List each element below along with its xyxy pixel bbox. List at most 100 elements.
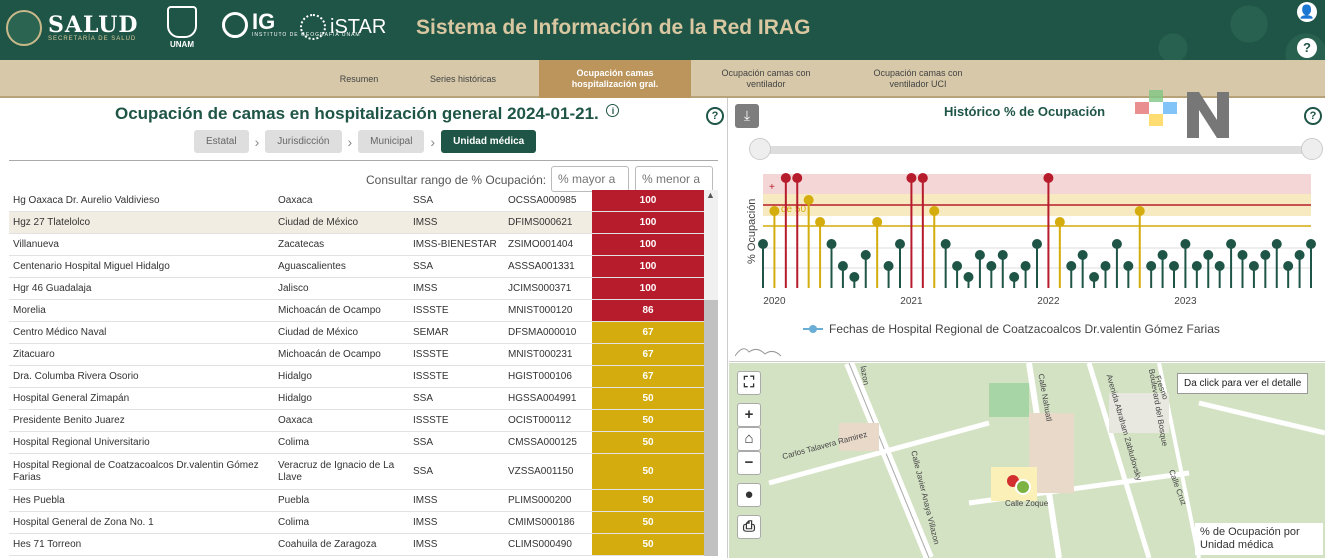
print-icon[interactable]: ⎙: [737, 515, 761, 539]
tab-series-historicas[interactable]: Series históricas: [429, 73, 497, 84]
cell-hospital-name: Hes 71 Torreon: [13, 538, 82, 550]
chart-point[interactable]: [974, 250, 985, 260]
chart-point[interactable]: [1066, 261, 1077, 271]
chart-point[interactable]: [792, 173, 803, 183]
chart-point[interactable]: [769, 206, 780, 216]
chart-point[interactable]: [780, 173, 791, 183]
chart-point[interactable]: [837, 261, 848, 271]
chart-point[interactable]: [758, 239, 768, 249]
chart-point[interactable]: [997, 250, 1008, 260]
unam-logo[interactable]: UNAM: [166, 6, 198, 49]
scroll-up-icon[interactable]: ▲: [706, 190, 715, 200]
table-row[interactable]: Hes 71 Torreon Coahuila de Zaragoza IMSS CL…: [9, 534, 704, 556]
table-row[interactable]: Dra. Columba Rivera Osorio Hidalgo ISSSTE H…: [9, 366, 704, 388]
chart-point[interactable]: [1203, 250, 1214, 260]
locate-icon[interactable]: ●: [737, 483, 761, 507]
chart-point[interactable]: [1237, 250, 1248, 260]
chart-point[interactable]: [1089, 272, 1100, 282]
help-icon[interactable]: ?: [706, 107, 724, 125]
slider-handle-start[interactable]: [749, 138, 771, 160]
breadcrumb-unidad-medica[interactable]: Unidad médica: [441, 130, 537, 153]
table-row[interactable]: Villanueva Zacatecas IMSS-BIENESTAR ZSIMO00…: [9, 234, 704, 256]
zoom-in-icon[interactable]: +: [737, 403, 761, 427]
tab-ocupacion-hospitalizacion[interactable]: Ocupación camas hospitalización gral.: [539, 60, 691, 98]
chart-point[interactable]: [963, 272, 974, 282]
map-view[interactable]: Carlos Talavera Ramirez Calle Javier Ana…: [729, 363, 1325, 558]
table-row[interactable]: Hg Oaxaca Dr. Aurelio Valdivieso Oaxaca SS…: [9, 190, 704, 212]
tab-ocupacion-ventilador[interactable]: Ocupación camas con ventilador: [721, 68, 811, 89]
chart-point[interactable]: [826, 239, 837, 249]
chart-point[interactable]: [1009, 272, 1020, 282]
table-row[interactable]: Centro Médico Naval Ciudad de México SEMAR…: [9, 322, 704, 344]
breadcrumb-estatal[interactable]: Estatal: [194, 130, 249, 153]
table-row[interactable]: Hospital Regional Universitario Colima SSA…: [9, 432, 704, 454]
chart-point[interactable]: [1077, 250, 1088, 260]
slider-handle-end[interactable]: [1301, 138, 1323, 160]
chart-point[interactable]: [1191, 261, 1202, 271]
table-row[interactable]: Hgr 46 Guadalaja Jalisco IMSS JCIMS000371 10…: [9, 278, 704, 300]
info-icon[interactable]: i: [606, 104, 620, 117]
home-icon[interactable]: ⌂: [737, 427, 761, 451]
chart-point[interactable]: [883, 261, 894, 271]
chart-point[interactable]: [1111, 239, 1122, 249]
chart-point[interactable]: [1214, 261, 1225, 271]
zoom-out-icon[interactable]: −: [737, 451, 761, 475]
istar-logo[interactable]: iSTAR: [300, 14, 386, 40]
breadcrumb-municipal[interactable]: Municipal: [358, 130, 425, 153]
range-min-input[interactable]: [551, 166, 629, 192]
table-row[interactable]: Centenario Hospital Miguel Hidalgo Aguasc…: [9, 256, 704, 278]
chart-point[interactable]: [906, 173, 917, 183]
chart-point[interactable]: [917, 173, 928, 183]
tab-ocupacion-ventilador-uci[interactable]: Ocupación camas con ventilador UCI: [873, 68, 963, 89]
chart-point[interactable]: [860, 250, 871, 260]
chart-point[interactable]: [1020, 261, 1031, 271]
question-circle-icon[interactable]: ?: [1297, 38, 1317, 58]
breadcrumb-jurisdiccion[interactable]: Jurisdicción: [265, 130, 342, 153]
table-scrollbar[interactable]: ▲: [704, 190, 718, 556]
chart-point[interactable]: [940, 239, 951, 249]
chart-point[interactable]: [1260, 250, 1271, 260]
tab-resumen[interactable]: Resumen: [339, 73, 379, 84]
chart-point[interactable]: [1226, 239, 1237, 249]
chart-point[interactable]: [1032, 239, 1042, 249]
chart-point[interactable]: [895, 239, 905, 249]
chart-help-icon[interactable]: ?: [1304, 107, 1322, 125]
scroll-thumb[interactable]: [704, 300, 718, 556]
table-row[interactable]: Hes Puebla Puebla IMSS PLIMS000200 50: [9, 490, 704, 512]
chart-point[interactable]: [803, 195, 814, 205]
chart-point[interactable]: [1169, 261, 1179, 271]
chart-point[interactable]: [1100, 261, 1111, 271]
table-row[interactable]: Hospital Regional de Coatzacoalcos Dr.va…: [9, 454, 704, 490]
chart-point[interactable]: [929, 206, 940, 216]
chart-point[interactable]: [815, 217, 826, 227]
chart-point[interactable]: [1043, 173, 1054, 183]
chart-point[interactable]: [1306, 239, 1316, 249]
chart-point[interactable]: [1180, 239, 1191, 249]
chart-point[interactable]: [1123, 261, 1134, 271]
chart-point[interactable]: [986, 261, 997, 271]
chart-point[interactable]: [1134, 206, 1145, 216]
chart-point[interactable]: [1271, 239, 1282, 249]
fullscreen-icon[interactable]: ⛶: [737, 371, 761, 395]
download-icon[interactable]: ⤓: [735, 104, 759, 128]
chart-point[interactable]: [849, 272, 860, 282]
range-max-input[interactable]: [635, 166, 713, 192]
date-range-slider[interactable]: [751, 146, 1313, 154]
chart-point[interactable]: [1294, 250, 1305, 260]
chart-point[interactable]: [1248, 261, 1259, 271]
table-row[interactable]: Hospital General Zimapán Hidalgo SSA HGSSA0…: [9, 388, 704, 410]
salud-logo[interactable]: SALUD SECRETARÍA DE SALUD: [6, 10, 139, 46]
table-row[interactable]: Zitacuaro Michoacán de Ocampo ISSSTE MNIST0…: [9, 344, 704, 366]
chart-point[interactable]: [1157, 250, 1168, 260]
chart-point[interactable]: [1283, 261, 1294, 271]
chart-legend[interactable]: Fechas de Hospital Regional de Coatzacoa…: [803, 322, 1220, 336]
table-row[interactable]: Hospital General de Zona No. 1 Colima IMSS…: [9, 512, 704, 534]
chart-point[interactable]: [1054, 217, 1065, 227]
user-circle-icon[interactable]: 👤: [1297, 2, 1317, 22]
table-row[interactable]: Presidente Benito Juarez Oaxaca ISSSTE OCIS…: [9, 410, 704, 432]
chart-point[interactable]: [872, 217, 883, 227]
chart-point[interactable]: [1146, 261, 1157, 271]
chart-point[interactable]: [952, 261, 963, 271]
table-row[interactable]: Hgz 27 Tlatelolco Ciudad de México IMSS DFI…: [9, 212, 704, 234]
table-row[interactable]: Morelia Michoacán de Ocampo ISSSTE MNIST000…: [9, 300, 704, 322]
